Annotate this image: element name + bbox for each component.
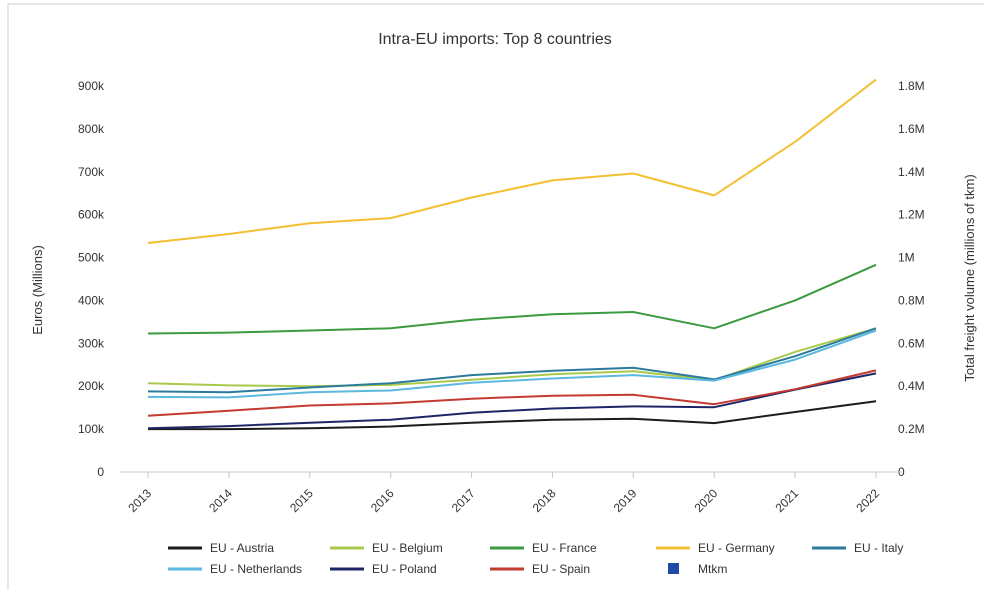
- y2-tick-label: 1.6M: [898, 122, 925, 136]
- series-line-eu-spain: [147, 369, 877, 417]
- y2-tick-label: 0.4M: [898, 379, 925, 393]
- series-line-eu-austria: [148, 400, 877, 431]
- legend-label-eu-france: EU - France: [532, 541, 597, 555]
- y-tick-label: 300k: [78, 336, 105, 350]
- y-tick-label: 0: [97, 465, 104, 479]
- legend-label-eu-italy: EU - Italy: [854, 541, 903, 555]
- x-tick-label: 2013: [125, 486, 154, 515]
- y-tick-label: 700k: [78, 165, 105, 179]
- legend-label-eu-austria: EU - Austria: [210, 541, 274, 555]
- x-axis-ticks: 2013 2014 2015 2016 2017 2018 2019 2020 2021 2022: [125, 472, 882, 515]
- y2-tick-label: 0.8M: [898, 293, 925, 307]
- y-axis-label: Euros (Millions): [30, 245, 45, 335]
- y-tick-label: 600k: [78, 208, 105, 222]
- y-tick-label: 800k: [78, 122, 105, 136]
- legend-label-eu-netherlands: EU - Netherlands: [210, 562, 302, 576]
- x-tick-label: 2020: [692, 486, 721, 515]
- series-lines: [147, 78, 877, 431]
- y-tick-label: 200k: [78, 379, 105, 393]
- series-line-eu-belgium: [147, 327, 877, 388]
- y-tick-label: 100k: [78, 422, 105, 436]
- series-line-eu-poland: [147, 372, 877, 430]
- x-tick-label: 2015: [287, 486, 316, 515]
- x-tick-label: 2014: [206, 486, 235, 515]
- series-line-eu-italy: [147, 327, 877, 394]
- y-axis-ticks: 0 100k 200k 300k 400k 500k 600k 700k 800k 900k: [78, 79, 105, 479]
- legend: EU - Austria EU - Belgium EU - France EU - …: [168, 541, 903, 576]
- legend-label-eu-belgium: EU - Belgium: [372, 541, 443, 555]
- legend-label-mtkm: Mtkm: [698, 562, 727, 576]
- x-tick-label: 2021: [772, 486, 801, 515]
- y2-tick-label: 0.2M: [898, 422, 925, 436]
- series-line-eu-germany: [147, 78, 877, 244]
- x-tick-label: 2019: [611, 486, 640, 515]
- y2-tick-label: 0.6M: [898, 336, 925, 350]
- y2-tick-label: 1.8M: [898, 79, 925, 93]
- legend-label-eu-poland: EU - Poland: [372, 562, 437, 576]
- y2-tick-label: 1M: [898, 251, 915, 265]
- x-tick-label: 2022: [853, 486, 882, 515]
- series-line-eu-france: [147, 263, 877, 335]
- y-tick-label: 900k: [78, 79, 105, 93]
- y2-tick-label: 1.4M: [898, 165, 925, 179]
- chart-title: Intra-EU imports: Top 8 countries: [378, 31, 612, 48]
- y2-tick-label: 1.2M: [898, 208, 925, 222]
- legend-label-eu-spain: EU - Spain: [532, 562, 590, 576]
- series-line-eu-netherlands: [147, 329, 877, 399]
- legend-label-eu-germany: EU - Germany: [698, 541, 775, 555]
- y-tick-label: 400k: [78, 293, 105, 307]
- y2-axis-label: Total freight volume (millions of tkm): [962, 174, 977, 381]
- x-tick-label: 2016: [368, 486, 397, 515]
- legend-swatch-mtkm: [668, 563, 679, 574]
- x-tick-label: 2017: [449, 486, 478, 515]
- y-tick-label: 500k: [78, 251, 105, 265]
- x-tick-label: 2018: [530, 486, 559, 515]
